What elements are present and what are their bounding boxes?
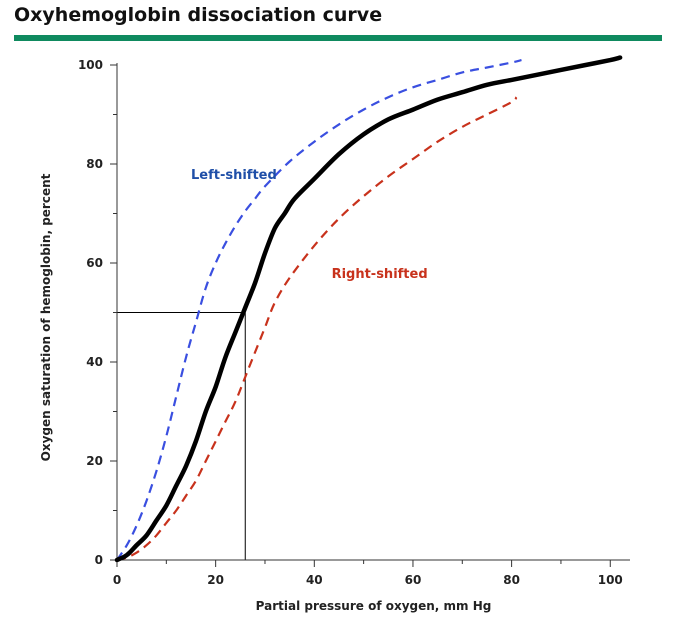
x-tick-label: 80 — [503, 573, 520, 587]
y-tick-label: 0 — [95, 553, 103, 567]
labels: Left-shifted Right-shifted — [191, 168, 428, 282]
y-tick-label: 80 — [86, 157, 103, 171]
right-curve — [116, 96, 518, 562]
p50-guide-lines — [117, 312, 246, 560]
x-axis-title: Partial pressure of oxygen, mm Hg — [256, 599, 492, 613]
y-tick-label: 20 — [86, 454, 103, 468]
y-axis-title: Oxygen saturation of hemoglobin, percent — [39, 173, 53, 461]
x-tick-label: 100 — [598, 573, 623, 587]
y-tick-label: 100 — [78, 58, 103, 72]
y-tick-label: 40 — [86, 355, 103, 369]
y-tick-label: 60 — [86, 256, 103, 270]
x-tick-label: 60 — [405, 573, 422, 587]
left-shifted-label: Left-shifted — [191, 168, 277, 183]
x-tick-label: 40 — [306, 573, 323, 587]
chart-title: Oxyhemoglobin dissociation curve — [14, 4, 383, 26]
left-curve — [116, 59, 522, 561]
x-tick-label: 0 — [113, 573, 121, 587]
axes: 0 20 40 60 80 100 0 20 40 60 80 100 Partial pressure… — [39, 58, 630, 613]
right-shifted-label: Right-shifted — [332, 267, 428, 282]
title-underline — [14, 35, 662, 41]
x-tick-label: 20 — [207, 573, 224, 587]
curves — [114, 55, 623, 563]
normal-curve — [114, 55, 623, 563]
